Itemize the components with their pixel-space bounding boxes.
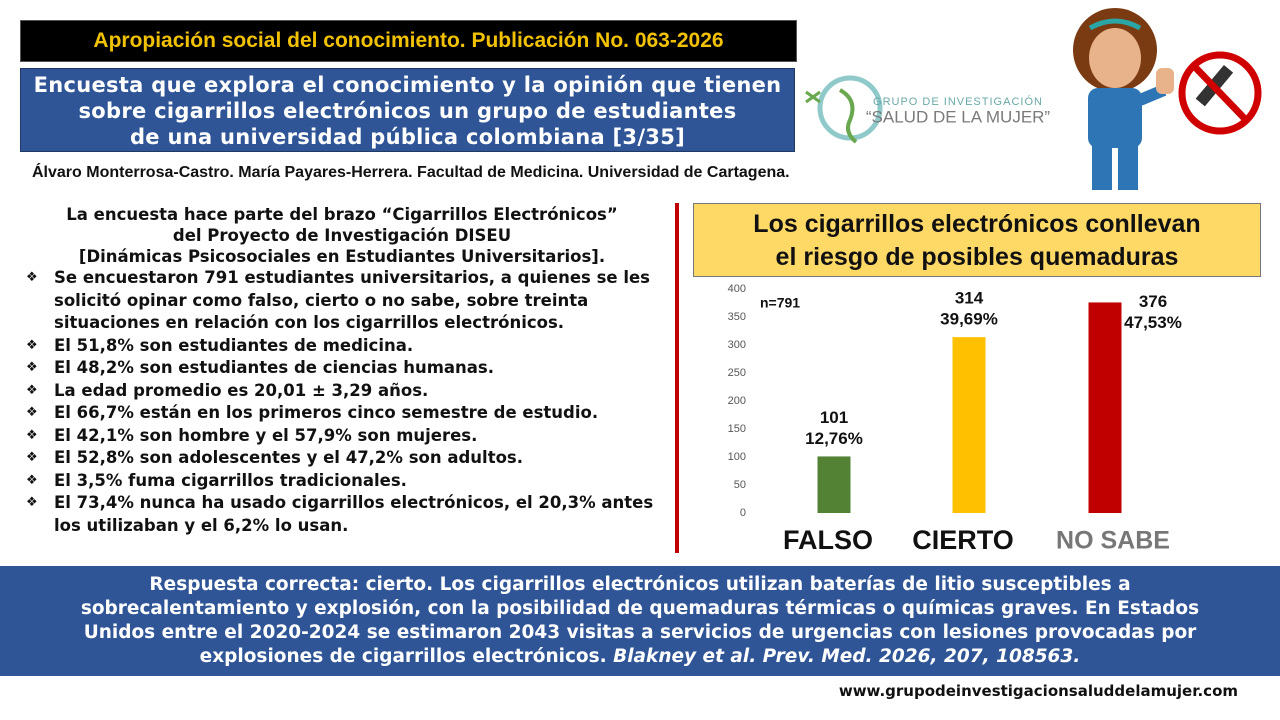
intro-heading: [Dinámicas Psicosociales en Estudiantes …: [78, 247, 606, 266]
leg: [1092, 146, 1112, 190]
logo-figure: [838, 88, 858, 144]
face: [1089, 28, 1141, 88]
no-vape-sign: [1178, 51, 1262, 135]
bullet: El 73,4% nunca ha usado cigarrillos elec…: [22, 492, 674, 537]
bullet: El 66,7% están en los primeros cinco sem…: [22, 402, 674, 425]
y-tick-label: 400: [728, 283, 746, 295]
y-tick-label: 100: [728, 451, 746, 463]
leg: [1118, 146, 1138, 190]
x-tick-label: CIERTO: [912, 525, 1014, 555]
title-line: sobre cigarrillos electrónicos un grupo …: [78, 99, 737, 123]
y-tick-label: 200: [728, 395, 746, 407]
logo-mark: [805, 90, 821, 104]
sign-slash: [1191, 63, 1249, 123]
annotation: n=791: [760, 295, 800, 311]
title-line: Encuesta que explora el conocimiento y l…: [33, 73, 782, 97]
footer: Respuesta correcta: cierto. Los cigarril…: [0, 566, 1280, 676]
intro-heading: La encuesta hace parte del brazo “Cigarr…: [66, 205, 618, 224]
y-tick-label: 250: [728, 367, 746, 379]
scrubs: [1088, 88, 1142, 148]
chart: 0 50 100 150 200 250 300 350 400 n=791 101 12,76% FA…: [728, 283, 1182, 555]
footer-text: explosiones de cigarrillos electrónicos.: [199, 646, 614, 667]
bullet: El 3,5% fuma cigarrillos tradicionales.: [22, 470, 674, 493]
chart-title: Los cigarrillos electrónicos conllevan e…: [693, 203, 1261, 277]
bullet: El 51,8% son estudiantes de medicina.: [22, 335, 674, 358]
footer-line: Respuesta correcta: cierto. Los cigarril…: [149, 574, 1131, 595]
bar: [952, 337, 986, 513]
footer-line: sobrecalentamiento y explosión, con la p…: [80, 598, 1200, 619]
chart-title-line: Los cigarrillos electrónicos conllevan: [753, 210, 1201, 238]
share-label: 12,76%: [805, 429, 863, 448]
logo: GRUPO DE INVESTIGACIÓN “SALUD DE LA MUJE…: [805, 75, 1051, 144]
decorations: GRUPO DE INVESTIGACIÓN “SALUD DE LA MUJE…: [805, 8, 1262, 190]
value-label: 101: [820, 408, 848, 427]
x-tick-label: FALSO: [783, 525, 873, 555]
title-box: Encuesta que explora el conocimiento y l…: [20, 68, 795, 152]
x-tick-label: NO SABE: [1056, 527, 1170, 555]
bar: [1088, 302, 1122, 513]
bullet-list: Se encuestaron 791 estudiantes universit…: [22, 267, 672, 537]
hand: [1156, 68, 1174, 94]
intro: La encuesta hace parte del brazo “Cigarr…: [22, 204, 672, 537]
y-tick-label: 150: [728, 423, 746, 435]
bullet: Se encuestaron 791 estudiantes universit…: [22, 267, 674, 335]
y-tick-label: 50: [734, 479, 746, 491]
publication-banner: Apropiación social del conocimiento. Pub…: [20, 20, 797, 62]
title-line: de una universidad pública colombiana [3…: [129, 125, 686, 149]
share-label: 47,53%: [1124, 313, 1182, 332]
website: www.grupodeinvestigacionsaluddelamujer.c…: [838, 682, 1238, 700]
footer-line: Unidos entre el 2020-2024 se estimaron 2…: [83, 622, 1197, 643]
headband: [1088, 18, 1142, 31]
bullet: El 42,1% son hombre y el 57,9% son mujer…: [22, 425, 674, 448]
bullet: El 48,2% son estudiantes de ciencias hum…: [22, 357, 674, 380]
intro-heading: del Proyecto de Investigación DISEU: [172, 226, 512, 245]
authors: Álvaro Monterrosa-Castro. María Payares-…: [32, 164, 790, 181]
share-label: 39,69%: [940, 310, 998, 329]
bullet: El 52,8% son adolescentes y el 47,2% son…: [22, 447, 674, 470]
bullet: La edad promedio es 20,01 ± 3,29 años.: [22, 380, 674, 403]
y-tick-label: 300: [728, 339, 746, 351]
citation: Blakney et al. Prev. Med. 2026, 207, 108…: [613, 646, 1081, 667]
footer-line: explosiones de cigarrillos electrónicos.…: [0, 645, 1280, 669]
y-tick-label: 0: [740, 507, 746, 519]
bar: [817, 456, 851, 513]
logo-name: “SALUD DE LA MUJER”: [866, 107, 1051, 126]
value-label: 376: [1139, 292, 1167, 311]
chart-title-line: el riesgo de posibles quemaduras: [775, 243, 1179, 271]
y-tick-label: 350: [728, 311, 746, 323]
logo-top: GRUPO DE INVESTIGACIÓN: [873, 95, 1043, 108]
character: [1073, 8, 1174, 190]
value-label: 314: [955, 289, 984, 308]
divider: [675, 203, 679, 553]
